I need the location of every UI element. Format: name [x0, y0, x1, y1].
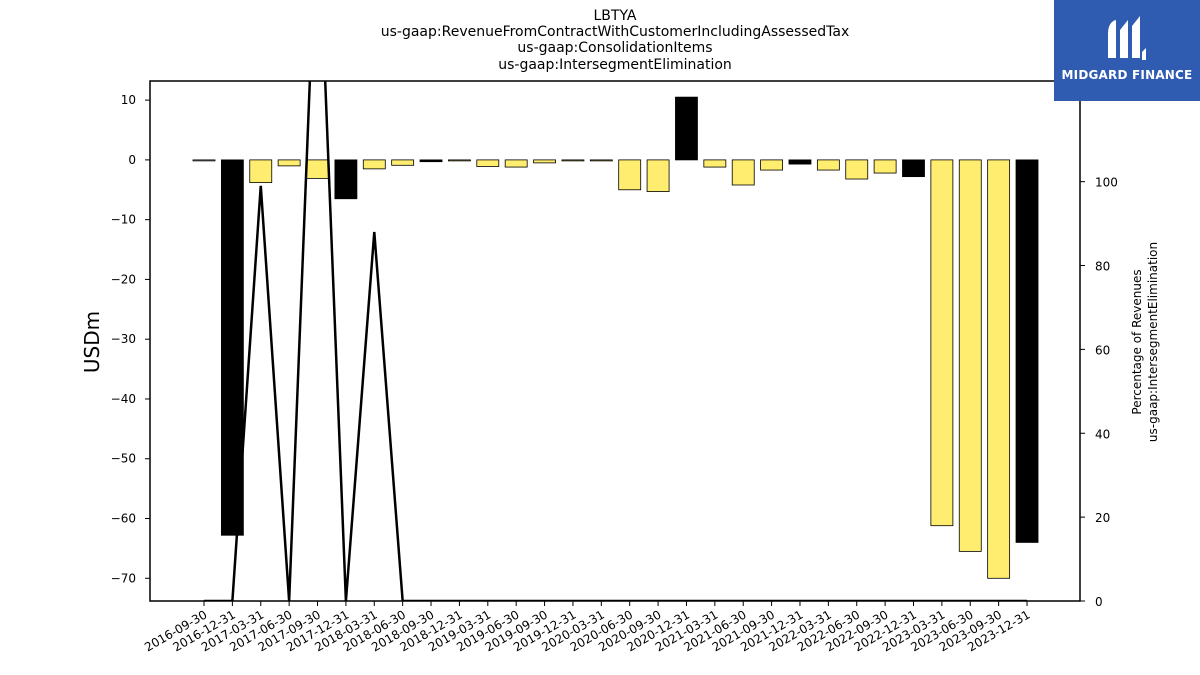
y-axis-label: USDm [80, 311, 104, 373]
bar-2022-09-30 [873, 159, 897, 174]
bar-2021-09-30 [760, 159, 783, 171]
bar-2020-06-30 [618, 159, 642, 191]
x-axis: 2016-09-302016-12-312017-03-312017-06-30… [142, 601, 1033, 654]
y2-tick-label: 100 [1095, 176, 1118, 190]
bar-2018-06-30 [391, 159, 415, 166]
bar-2020-03-31 [589, 159, 613, 162]
title-line-2: us-gaap:RevenueFromContractWithCustomerI… [381, 24, 850, 40]
left-y-axis: 10 0 −10 −20 −30 −40 −50 −60 −70 [111, 93, 150, 585]
bars [192, 96, 1039, 579]
bar-2021-03-31 [703, 159, 727, 168]
y-tick-label: −40 [111, 392, 136, 406]
bar-2018-12-31 [448, 159, 471, 162]
y-tick-label: −50 [111, 452, 136, 466]
y-tick-label: 0 [128, 153, 136, 167]
title-line-3: us-gaap:ConsolidationItems [517, 40, 712, 56]
y-tick-label: −70 [111, 571, 136, 585]
bar-2023-03-31 [930, 159, 954, 527]
bar-2019-12-31 [561, 159, 585, 162]
y2-axis-label-line-2: us-gaap:IntersegmentElimination [1146, 242, 1160, 442]
bar-2023-12-31 [1015, 159, 1039, 543]
title-line-4: us-gaap:IntersegmentElimination [498, 57, 732, 73]
y2-axis-label-line-1: Percentage of Revenues [1130, 269, 1144, 414]
y2-tick-label: 0 [1095, 595, 1103, 609]
bar-2022-03-31 [816, 159, 840, 171]
y2-tick-label: 60 [1095, 343, 1110, 357]
chart-title: LBTYA us-gaap:RevenueFromContractWithCus… [381, 8, 850, 73]
y-tick-label: 10 [121, 93, 136, 107]
midgard-finance-logo: MIDGARD FINANCE [1054, 0, 1200, 101]
bar-2021-12-31 [788, 159, 812, 165]
bar-2016-12-31 [220, 159, 244, 536]
bar-2017-12-31 [334, 159, 358, 200]
y-tick-label: −60 [111, 512, 136, 526]
bar-2018-03-31 [362, 159, 386, 170]
y2-tick-label: 40 [1095, 427, 1110, 441]
bar-2021-06-30 [731, 159, 755, 186]
percentage-line-layer [204, 81, 1028, 601]
y-tick-label: −10 [111, 213, 136, 227]
bar-2023-06-30 [958, 159, 982, 552]
right-y-axis: 0 20 40 60 80 100 [1080, 176, 1118, 609]
bar-2019-09-30 [533, 159, 556, 164]
plot-frame [149, 80, 1081, 602]
bar-2022-06-30 [845, 159, 869, 180]
bar-2017-09-30 [306, 159, 329, 179]
y2-tick-label: 20 [1095, 511, 1110, 525]
bar-2023-09-30 [987, 159, 1011, 579]
midgard-logo-mark-icon [1108, 16, 1146, 60]
bar-2019-06-30 [504, 159, 528, 168]
bar-2017-06-30 [277, 159, 301, 167]
y2-tick-label: 80 [1095, 260, 1110, 274]
percentage-line [204, 81, 1028, 601]
bar-2018-09-30 [419, 159, 443, 163]
y-tick-label: −30 [111, 332, 136, 346]
bar-2016-09-30 [192, 159, 216, 162]
logo-text: MIDGARD FINANCE [1061, 68, 1193, 82]
bar-2020-09-30 [646, 159, 670, 192]
bar-2019-03-31 [476, 159, 500, 167]
y-tick-label: −20 [111, 272, 136, 286]
bar-2022-12-31 [902, 159, 925, 178]
title-line-1: LBTYA [594, 8, 637, 24]
bar-2017-03-31 [249, 159, 273, 184]
bar-2020-12-31 [675, 96, 698, 161]
